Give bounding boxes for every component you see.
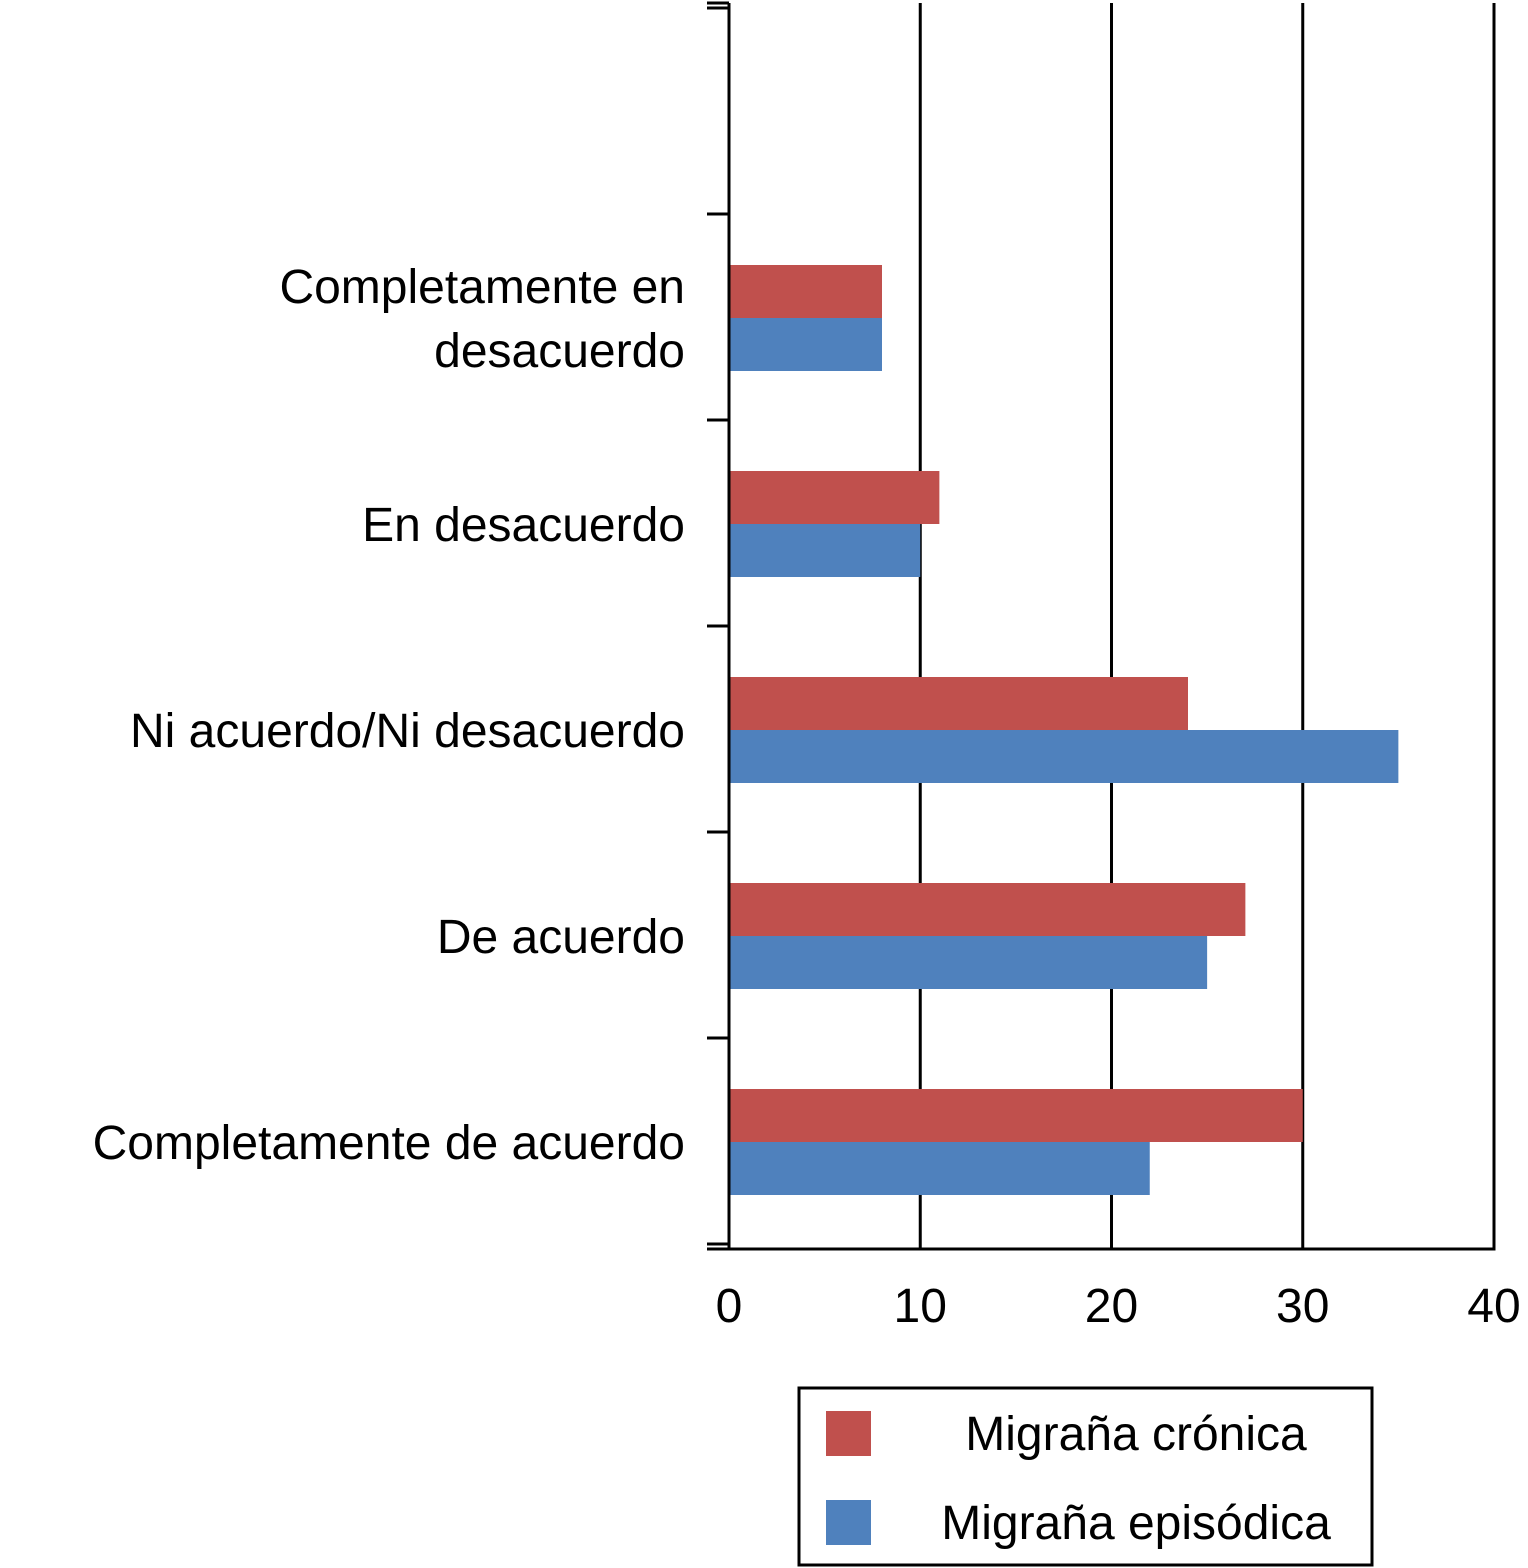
category-label: Completamente en desacuerdo: [279, 261, 685, 378]
legend-swatch-cronica: [826, 1411, 871, 1456]
bars: [729, 265, 1399, 1195]
bar-cronica-0: [729, 265, 882, 318]
category-label: De acuerdo: [437, 911, 685, 964]
legend-box: [797, 1386, 1374, 1567]
legend-label: Migraña crónica: [965, 1408, 1307, 1461]
bar-episodica-3: [729, 936, 1208, 989]
bar-episodica-4: [729, 1142, 1150, 1195]
category-label: Ni acuerdo/Ni desacuerdo: [130, 705, 685, 758]
bar-cronica-1: [729, 471, 940, 524]
bar-cronica-4: [729, 1089, 1303, 1142]
bar-episodica-0: [729, 318, 882, 371]
bar-episodica-2: [729, 730, 1399, 783]
x-tick-label: 10: [894, 1280, 947, 1333]
category-label: En desacuerdo: [362, 499, 685, 552]
x-tick-label: 20: [1085, 1280, 1138, 1333]
category-label: Completamente de acuerdo: [93, 1117, 685, 1170]
legend: Migraña crónica Migraña episódica: [797, 1386, 1374, 1567]
x-tick-label: 40: [1467, 1280, 1520, 1333]
x-tick-labels: 0 10 20 30 40: [716, 1280, 1521, 1333]
x-tick-label: 30: [1276, 1280, 1329, 1333]
axes: [707, 1, 1496, 1251]
bar-cronica-3: [729, 883, 1246, 936]
x-tick-label: 0: [716, 1280, 743, 1333]
bar-episodica-1: [729, 524, 921, 577]
category-labels: Completamente en desacuerdo En desacuerdo N…: [93, 261, 685, 1170]
bar-cronica-2: [729, 677, 1188, 730]
legend-label: Migraña episódica: [941, 1497, 1331, 1550]
legend-swatch-episodica: [826, 1500, 871, 1545]
gridlines: [918, 3, 1496, 1249]
